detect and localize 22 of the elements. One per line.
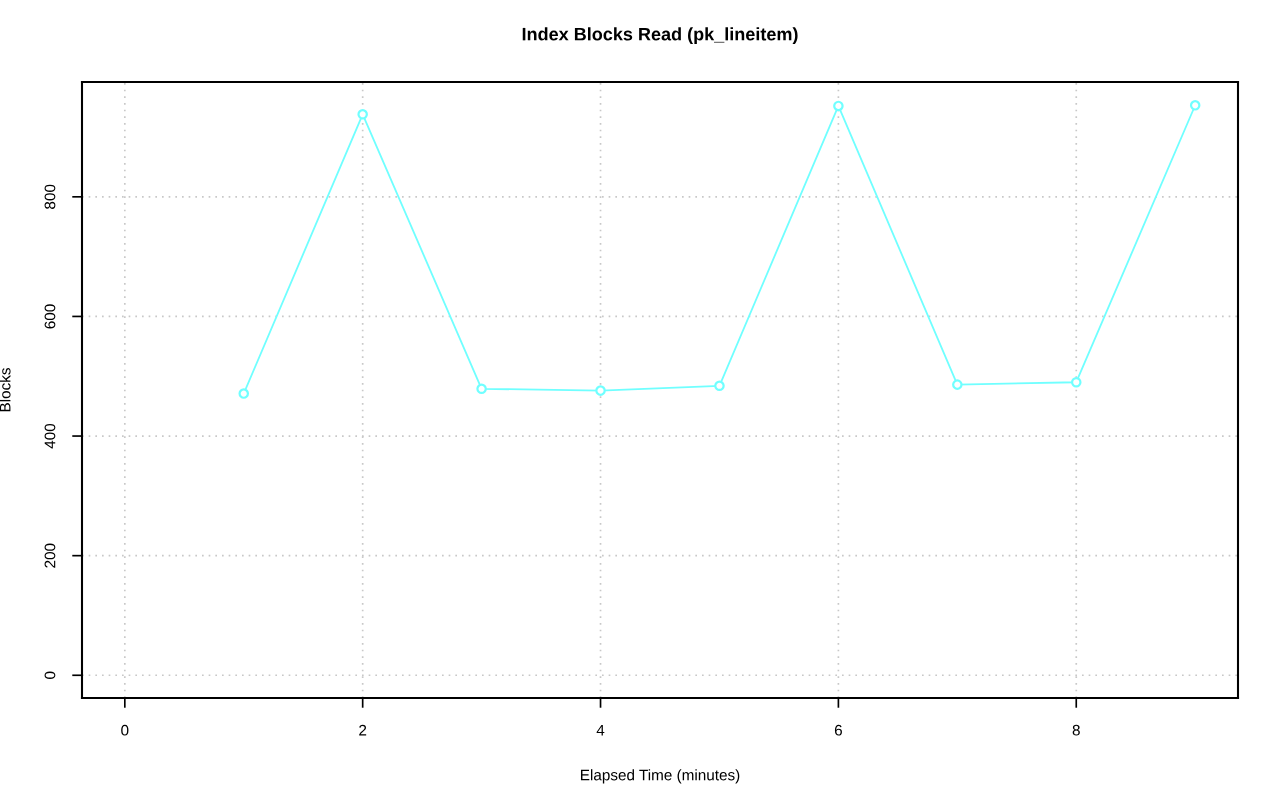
point xyxy=(714,380,725,392)
y-tick-label: 0 xyxy=(44,671,56,679)
point xyxy=(833,100,844,112)
y-tick-label: 200 xyxy=(44,543,56,568)
x-axis-title: Elapsed Time (minutes) xyxy=(581,769,740,784)
x-tick-label: 0 xyxy=(121,724,129,736)
point xyxy=(476,383,487,395)
y-tick-label: 800 xyxy=(44,184,56,209)
x-tick-label: 2 xyxy=(359,724,367,736)
x-tick-label: 8 xyxy=(1072,724,1080,736)
y-tick-label: 600 xyxy=(44,304,56,329)
point xyxy=(1070,376,1082,388)
x-tick-label: 4 xyxy=(596,724,605,736)
x-tick-label: 6 xyxy=(834,724,842,736)
y-tick-label: 400 xyxy=(44,423,56,449)
point xyxy=(357,109,368,120)
point xyxy=(952,379,963,390)
y-axis-title: Blocks xyxy=(0,368,11,412)
point xyxy=(595,385,606,396)
point xyxy=(238,388,250,399)
chart-title: Index Blocks Read (pk_lineitem) xyxy=(522,27,798,45)
point xyxy=(1189,100,1201,111)
